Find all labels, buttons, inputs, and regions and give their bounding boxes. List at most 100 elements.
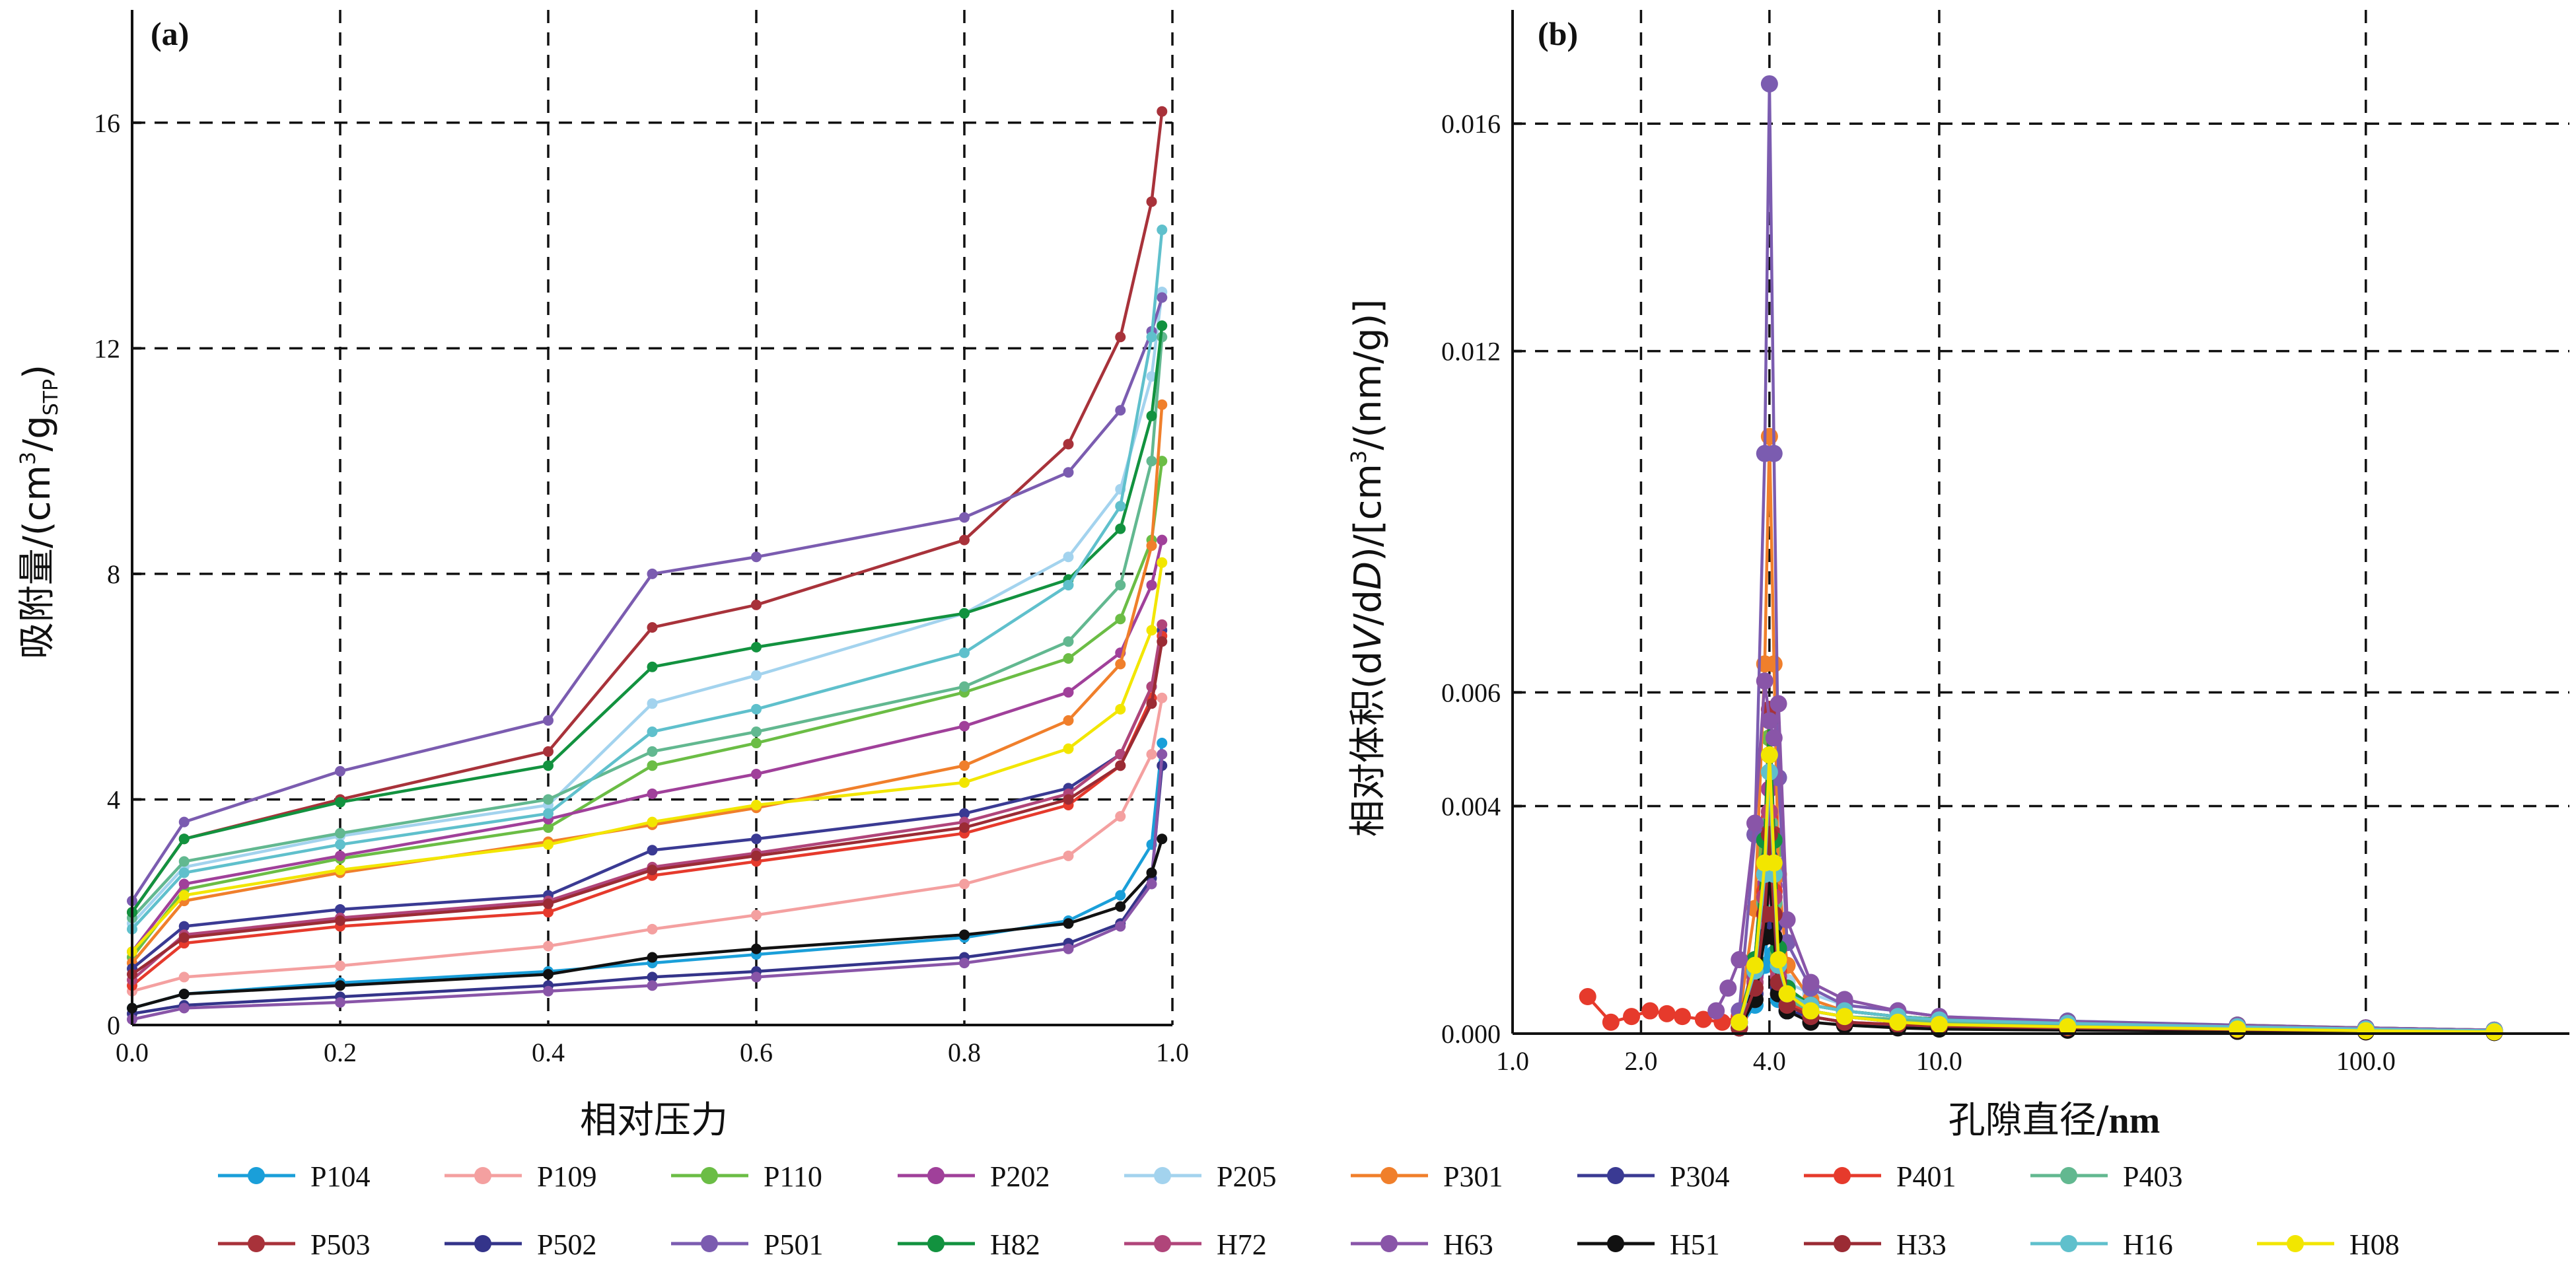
chart-a-data-point [647, 845, 658, 856]
chart-a-data-point [1146, 878, 1157, 890]
chart-a-data-point [543, 969, 554, 980]
chart-b-xtick-label: 10.0 [1916, 1046, 1962, 1076]
chart-b-series-line [1738, 755, 2495, 1034]
chart-b-data-point [1760, 75, 1778, 92]
chart-a-data-point [335, 960, 345, 972]
chart-b-ylabel-d: D [1347, 561, 1390, 590]
legend-swatch-marker [1834, 1167, 1851, 1184]
legend-item-p104: P104 [218, 1160, 370, 1193]
legend-label: H08 [2349, 1228, 2400, 1261]
chart-a-data-point [1063, 687, 1074, 698]
chart-b-ytick-label: 0.016 [1441, 109, 1501, 139]
chart-a-data-point [647, 661, 658, 672]
legend-swatch-marker [1607, 1235, 1624, 1252]
legend-swatch-marker [1380, 1235, 1398, 1252]
chart-a-data-point [543, 940, 554, 952]
chart-a-data-point [959, 822, 970, 833]
chart-a-data-point [647, 972, 658, 983]
chart-a-series-h16 [127, 225, 1168, 935]
chart-b-series-line [1738, 83, 2495, 1032]
chart-b-data-point [1719, 979, 1737, 997]
chart-a-data-point [1063, 850, 1074, 861]
chart-a-data-point [1063, 579, 1074, 590]
chart-a-data-point [1146, 196, 1157, 207]
chart-b-xlabel-main: 孔隙直径/ [1949, 1099, 2109, 1142]
legend-swatch-marker [701, 1235, 718, 1252]
chart-a-data-point [1146, 749, 1157, 760]
chart-b-data-point [1623, 1008, 1641, 1026]
legend-item-p205: P205 [1124, 1160, 1276, 1193]
chart-b-xlabel-unit: nm [2109, 1100, 2161, 1141]
chart-a-data-point [751, 769, 762, 780]
legend-label: P109 [537, 1160, 596, 1193]
legend-item-p109: P109 [445, 1160, 596, 1193]
chart-a-series-line [131, 562, 1164, 953]
chart-a-data-point [1063, 715, 1074, 726]
chart-a-data-point [178, 878, 190, 890]
chart-b-ylabel: 相对体积(dV/dD)/[cm3/(nm/g)] [1346, 299, 1390, 837]
chart-a-data-point [543, 715, 554, 726]
chart-b-data-point [1802, 973, 1820, 991]
chart-a-data-point [751, 551, 762, 563]
chart-a-data-point [647, 568, 658, 579]
chart-a-data-point [959, 878, 970, 890]
legend-swatch-marker [2060, 1235, 2077, 1252]
chart-a-data-point [543, 907, 554, 918]
legend-item-p503: P503 [218, 1228, 370, 1261]
chart-b-data-point [1778, 985, 1796, 1003]
chart-a-xtick-label: 0.0 [116, 1038, 149, 1067]
chart-b-data-point [1765, 655, 1783, 673]
chart-b-data-point [2357, 1022, 2375, 1040]
chart-b-panel-label: (b) [1538, 15, 1578, 52]
chart-a-data-point [543, 898, 554, 909]
legend-swatch-marker [1154, 1235, 1171, 1252]
chart-a-series-line [131, 111, 1164, 913]
chart-b-data-point [1760, 712, 1778, 730]
legend-item-p502: P502 [445, 1228, 596, 1261]
chart-b-series-h82 [1731, 712, 2503, 1039]
chart-a-data-point [751, 726, 762, 737]
chart-a-data-point [647, 726, 658, 737]
chart-a-data-point [1063, 439, 1074, 450]
chart-a-data-point [543, 822, 554, 833]
legend-swatch-marker [1154, 1167, 1171, 1184]
chart-b-xlabel: 孔隙直径/nm [1949, 1099, 2161, 1142]
chart-a-series-h33 [127, 636, 1168, 980]
legend-label: P301 [1443, 1160, 1503, 1193]
chart-a-data-point [959, 534, 970, 546]
chart-a: 0.0 0.2 0.4 0.6 0.8 1.0 0 4 8 12 16 (a) 相对压力 吸附量/(… [15, 10, 1189, 1142]
chart-a-data-point [1146, 579, 1157, 590]
chart-a-series-p503 [127, 106, 1168, 918]
chart-a-series-p109 [127, 692, 1168, 997]
chart-b-data-point [1836, 1008, 1853, 1026]
chart-a-data-point [959, 647, 970, 658]
legend-item-p403: P403 [2030, 1160, 2182, 1193]
chart-a-data-point [751, 641, 762, 653]
legend-swatch-marker [927, 1167, 945, 1184]
chart-b-series-h08 [1731, 746, 2503, 1041]
legend-swatch-marker [474, 1167, 491, 1184]
chart-b-series-p501 [1731, 75, 2503, 1039]
chart-a-data-point [647, 760, 658, 771]
chart-b-xtick-label: 1.0 [1496, 1046, 1529, 1076]
chart-b-data-point [1641, 1002, 1659, 1020]
chart-a-data-point [959, 929, 970, 940]
chart-b-data-point [1674, 1008, 1692, 1026]
chart-b-data-point [1930, 1016, 1948, 1034]
chart-b-ylabel-sup: 3 [1346, 450, 1371, 464]
chart-b-series-p301 [1731, 427, 2503, 1039]
chart-a-data-point [1115, 811, 1126, 822]
chart-a-data-point [1063, 918, 1074, 929]
chart-a-data-point [1146, 456, 1157, 467]
legend: P104 P109 P110 P202 P205 P301 P304 P401 P403 P503… [218, 1160, 2400, 1261]
legend-label: P110 [764, 1160, 822, 1193]
chart-a-data-point [647, 980, 658, 991]
chart-a-data-point [647, 746, 658, 757]
chart-b-data-point [1602, 1013, 1620, 1031]
chart-a-data-point [1146, 371, 1157, 382]
chart-a-series-p301 [127, 399, 1168, 969]
chart-a-data-point [335, 796, 345, 808]
chart-b-data-point [2059, 1018, 2077, 1036]
chart-b-data-point [1731, 1013, 1748, 1031]
